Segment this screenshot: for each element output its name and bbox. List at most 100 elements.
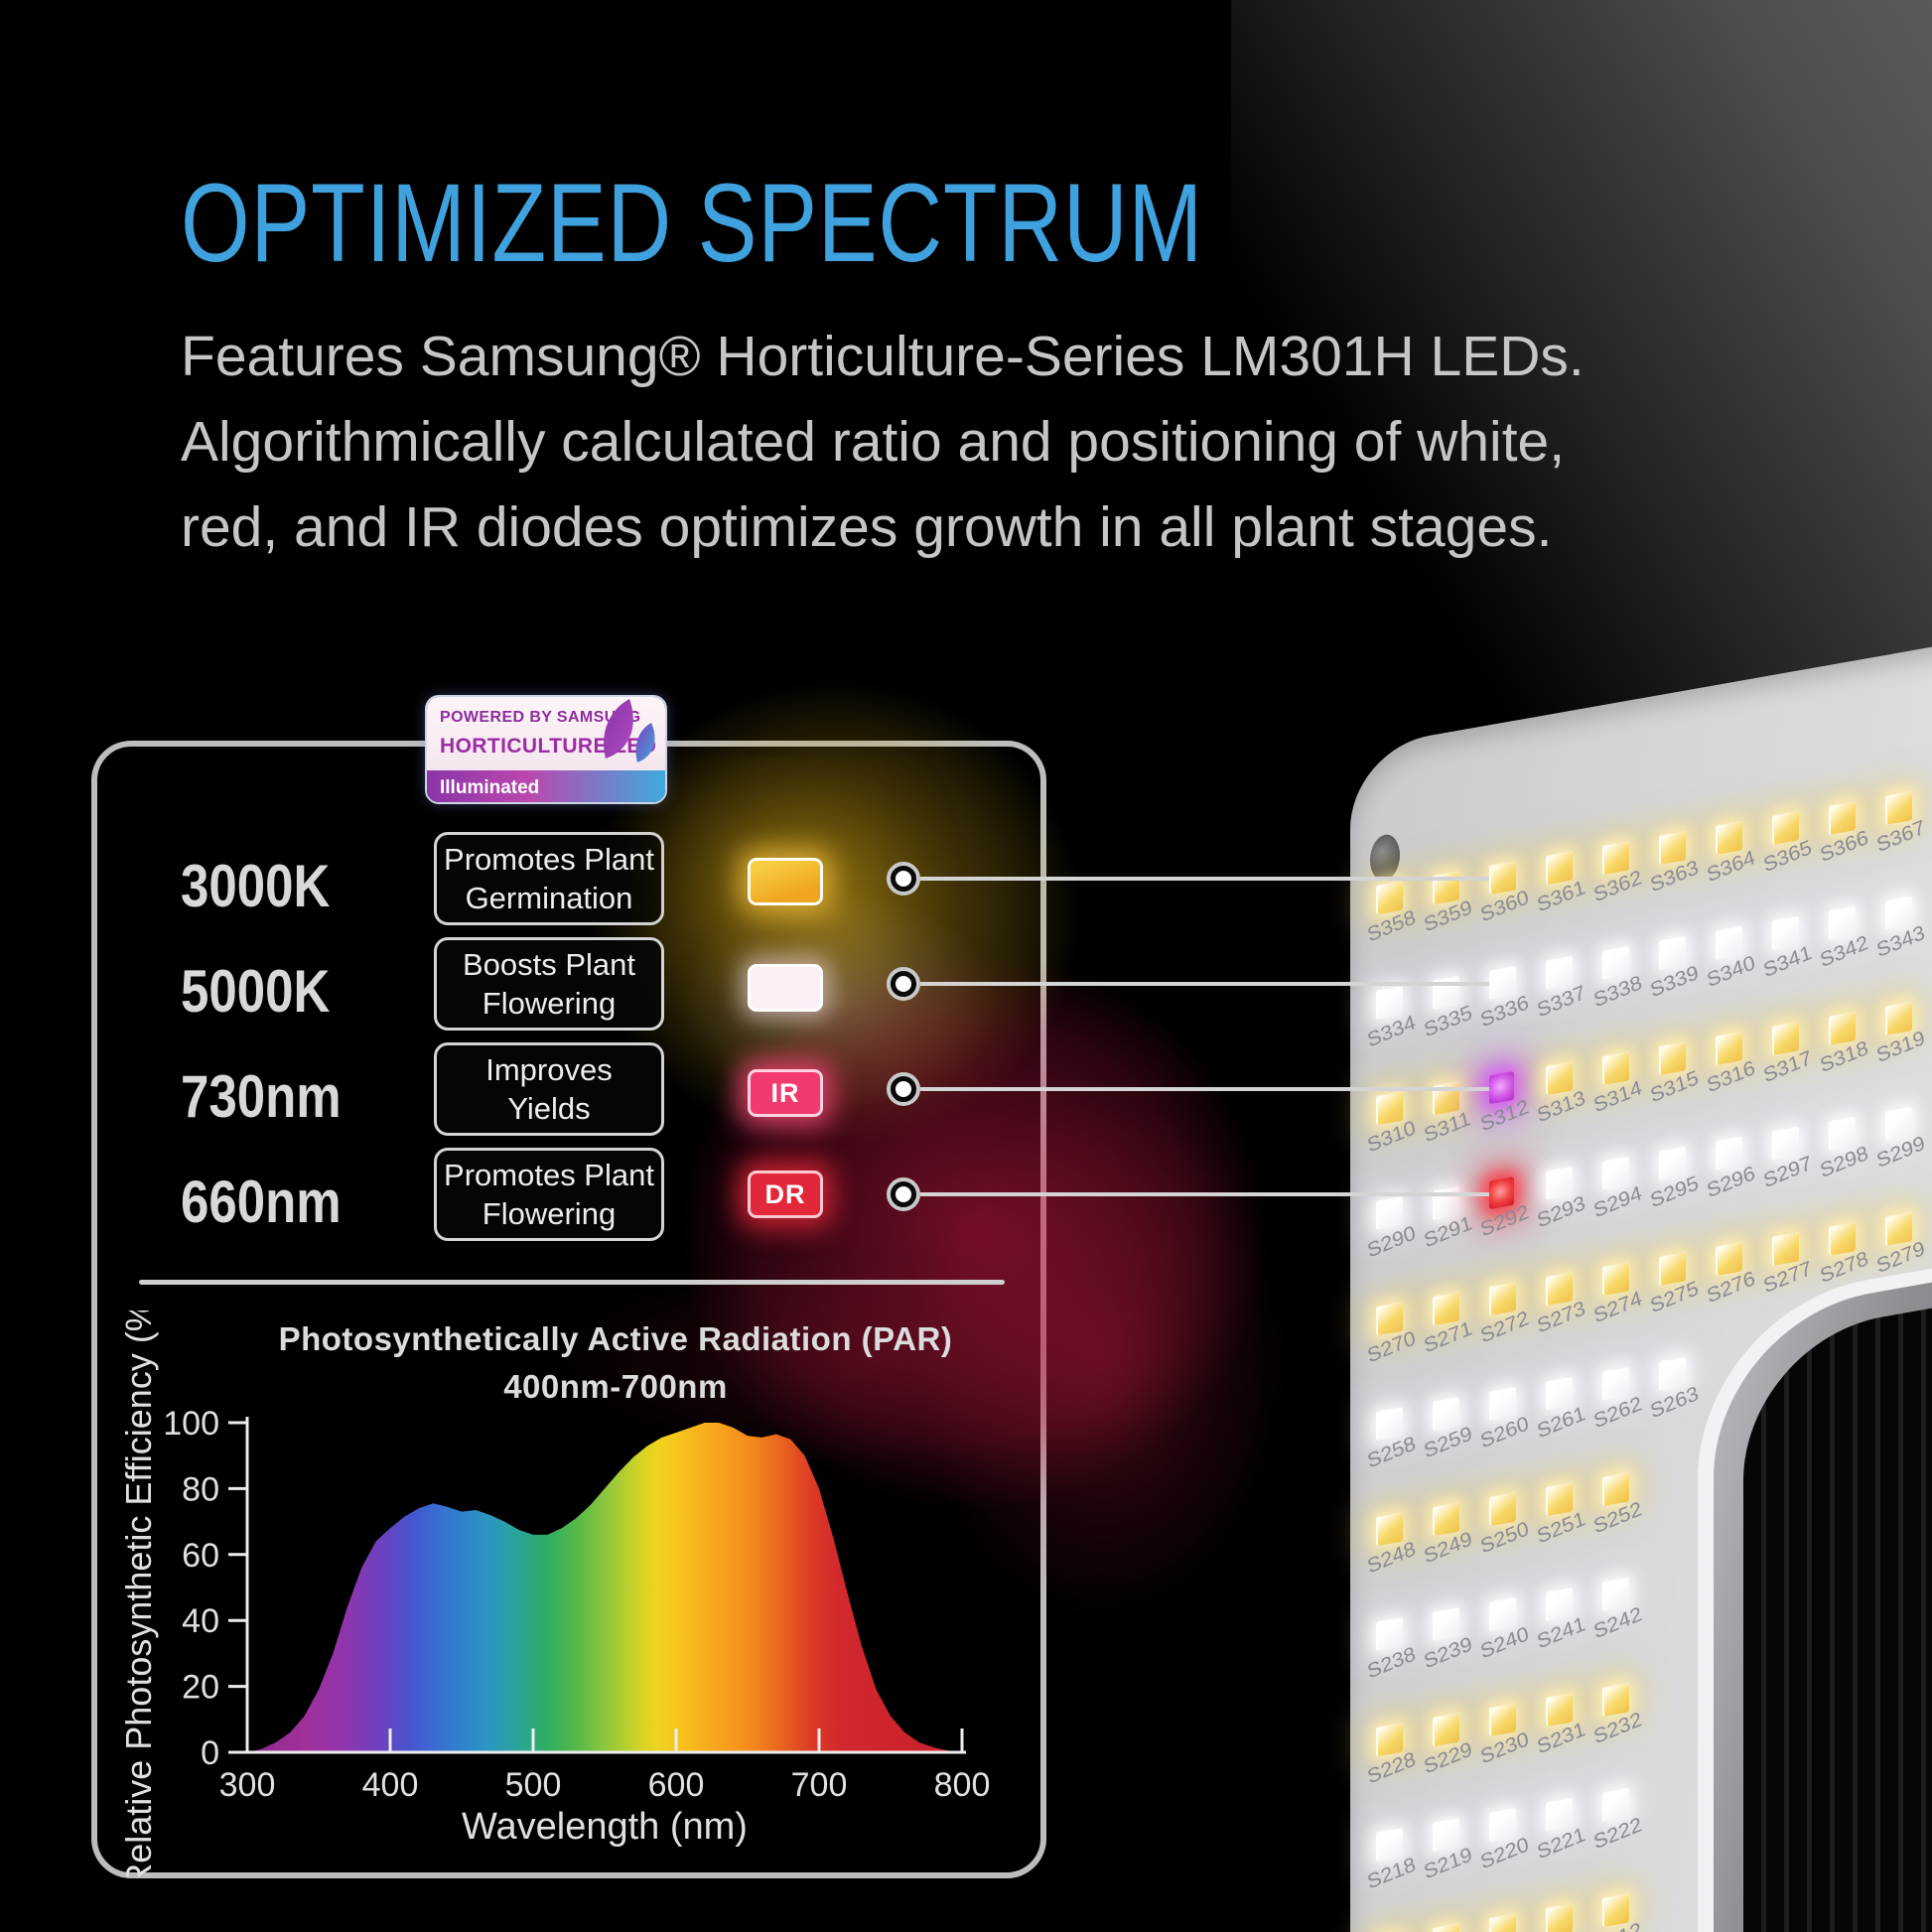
led-cool-diode xyxy=(1489,1807,1516,1843)
led-cool-diode xyxy=(1829,1116,1856,1152)
led-row: S228 S229 S230 S231 S232 xyxy=(1365,1679,1651,1790)
led-cell: S240 xyxy=(1478,1593,1538,1665)
benefit-box-730nm: Improves Yields xyxy=(434,1042,664,1136)
led-warm-diode xyxy=(1829,1011,1856,1046)
led-cool-diode xyxy=(1376,1616,1403,1652)
led-cell: S312 xyxy=(1478,1067,1538,1138)
led-cell: S341 xyxy=(1761,911,1821,983)
led-cell: S258 xyxy=(1365,1403,1425,1474)
led-cool-diode xyxy=(1376,985,1403,1021)
led-cell: S260 xyxy=(1478,1383,1538,1454)
led-cool-diode xyxy=(1546,955,1573,991)
led-cell: S271 xyxy=(1422,1288,1481,1359)
led-cell: S364 xyxy=(1705,816,1764,888)
led-warm-diode xyxy=(1716,1241,1742,1277)
led-cell: S209 xyxy=(1425,1919,1481,1932)
y-axis-label: Relative Photosynthetic Efficiency (%) xyxy=(118,1311,159,1876)
led-cell: S358 xyxy=(1365,877,1425,948)
led-warm-diode xyxy=(1885,790,1912,825)
led-cell: S250 xyxy=(1478,1488,1538,1560)
led-warm-diode xyxy=(1602,1050,1629,1086)
led-cell: S279 xyxy=(1874,1207,1932,1279)
led-cell: S221 xyxy=(1535,1794,1594,1865)
led-cell: S277 xyxy=(1761,1227,1821,1299)
led-cell: S319 xyxy=(1874,997,1932,1068)
led-cell: S239 xyxy=(1422,1603,1481,1675)
led-cell: S316 xyxy=(1705,1027,1764,1098)
led-cell: S251 xyxy=(1535,1478,1594,1550)
led-warm-diode xyxy=(1433,1291,1459,1326)
led-warm-diode xyxy=(1376,880,1403,915)
benefit-box-3000k: Promotes Plant Germination xyxy=(434,832,664,925)
led-cool-diode xyxy=(1489,1596,1516,1632)
svg-text:700: 700 xyxy=(791,1766,848,1804)
led-cell: S211 xyxy=(1535,1899,1594,1932)
led-cool-diode xyxy=(1433,975,1459,1011)
svg-text:100: 100 xyxy=(163,1405,219,1443)
led-row: S238 S239 S240 S241 S242 xyxy=(1365,1574,1651,1685)
led-cell: S292 xyxy=(1478,1173,1538,1243)
led-cool-diode xyxy=(1716,1136,1742,1172)
led-cell: S293 xyxy=(1535,1163,1594,1234)
description-line-1: Features Samsung® Horticulture-Series LM… xyxy=(181,325,1585,388)
samsung-horticulture-badge: POWERED BY SAMSUNG HORTICULTURE LED Illu… xyxy=(425,695,667,804)
led-cell: S252 xyxy=(1591,1468,1651,1540)
led-cell: S314 xyxy=(1591,1047,1651,1119)
led-cell: S360 xyxy=(1478,857,1538,928)
badge-illuminated: Illuminated xyxy=(440,777,540,798)
led-warm-diode xyxy=(1772,1021,1799,1056)
led-cool-diode xyxy=(1433,1396,1459,1432)
led-cell: S259 xyxy=(1422,1393,1481,1464)
led-cell: S278 xyxy=(1818,1217,1877,1289)
led-cool-diode xyxy=(1602,1787,1629,1823)
led-cell: S230 xyxy=(1478,1699,1538,1770)
led-cell: S294 xyxy=(1591,1153,1651,1224)
svg-text:400: 400 xyxy=(362,1766,419,1804)
led-cell: S363 xyxy=(1648,827,1708,898)
led-cell: S218 xyxy=(1365,1824,1425,1895)
led-cell: S310 xyxy=(1365,1087,1425,1159)
screw-hole xyxy=(1370,832,1400,884)
wavelength-label-730nm: 730nm xyxy=(181,1063,342,1130)
led-cool-diode xyxy=(1546,1376,1573,1412)
led-quantum-board: S358 S359 S360 S361 S362 S363 S364 S365 S366 S367… xyxy=(1350,602,1932,1932)
led-cell: S220 xyxy=(1478,1804,1538,1875)
wavelength-label-5000k: 5000K xyxy=(181,958,331,1025)
connector-line-730nm xyxy=(920,1087,1489,1091)
led-cell: S249 xyxy=(1422,1498,1481,1570)
led-warm-diode xyxy=(1602,1682,1629,1718)
led-cell: S241 xyxy=(1535,1584,1594,1655)
svg-text:0: 0 xyxy=(201,1734,219,1772)
led-cool-diode xyxy=(1659,935,1686,971)
led-cell: S231 xyxy=(1535,1689,1594,1760)
badge-upper: POWERED BY SAMSUNG HORTICULTURE LED xyxy=(427,697,665,770)
benefit-box-660nm: Promotes Plant Flowering xyxy=(434,1148,664,1241)
led-cool-diode xyxy=(1602,945,1629,981)
led-cell: S317 xyxy=(1761,1017,1821,1088)
connector-dot-730nm xyxy=(887,1072,920,1106)
led-cool-diode xyxy=(1376,1827,1403,1863)
chip-3000k xyxy=(748,858,823,905)
led-warm-diode xyxy=(1376,1301,1403,1336)
led-dr-diode xyxy=(1489,1175,1514,1210)
led-cell: S315 xyxy=(1648,1037,1708,1109)
benefit-box-5000k: Boosts Plant Flowering xyxy=(434,937,664,1031)
led-cool-diode xyxy=(1546,1166,1573,1201)
led-warm-diode xyxy=(1659,1040,1686,1076)
led-cell: S296 xyxy=(1705,1132,1764,1203)
led-cool-diode xyxy=(1602,1156,1629,1191)
led-warm-diode xyxy=(1546,1902,1573,1932)
description-line-3: red, and IR diodes optimizes growth in a… xyxy=(181,495,1553,559)
svg-text:500: 500 xyxy=(505,1766,562,1804)
svg-text:80: 80 xyxy=(182,1470,219,1508)
benefit-text: Promotes Plant xyxy=(444,1158,654,1192)
led-row: S218 S219 S220 S221 S222 xyxy=(1365,1784,1651,1895)
led-cell: S262 xyxy=(1591,1363,1651,1435)
leaf-icon xyxy=(604,699,655,762)
led-cell: S365 xyxy=(1761,806,1821,878)
page-title: OPTIMIZED SPECTRUM xyxy=(181,161,1203,285)
led-cool-diode xyxy=(1489,965,1516,1001)
led-cell: S318 xyxy=(1818,1007,1877,1078)
led-cell: S338 xyxy=(1591,942,1651,1014)
